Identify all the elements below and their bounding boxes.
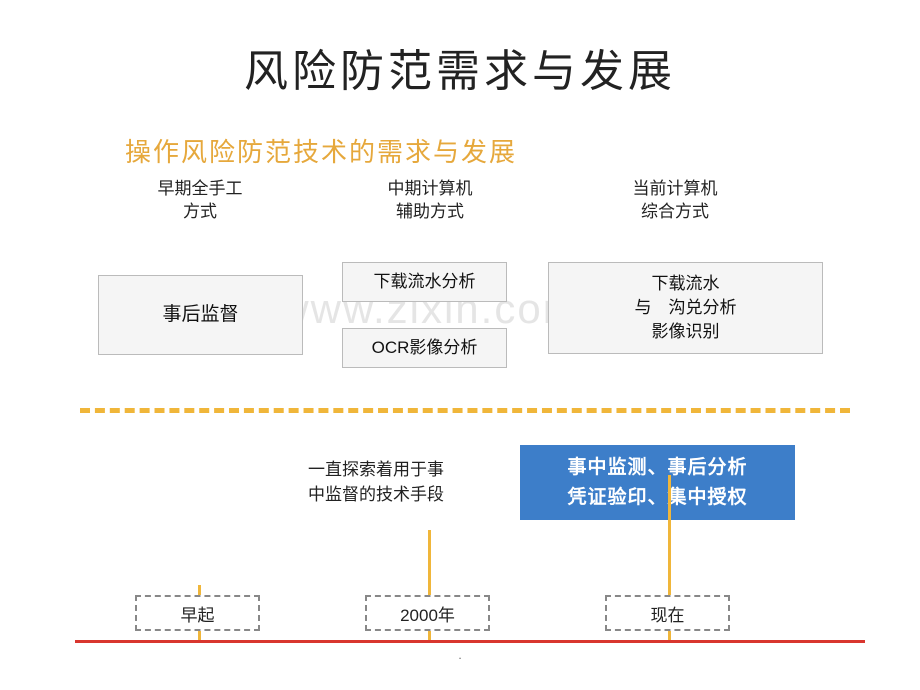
explore-text: 一直探索着用于事中监督的技术手段 xyxy=(308,458,483,507)
blue-summary-box: 事中监测、事后分析凭证验印、集中授权 xyxy=(520,445,795,520)
dashed-divider xyxy=(80,408,850,413)
box-post-supervision: 事后监督 xyxy=(98,275,303,355)
phase-current-label: 当前计算机综合方式 xyxy=(595,178,755,224)
phase-early-label: 早期全手工方式 xyxy=(120,178,280,224)
box-ocr-analysis: OCR影像分析 xyxy=(342,328,507,368)
footer-dot: . xyxy=(0,648,920,662)
box-combined: 下载流水与 沟兑分析影像识别 xyxy=(548,262,823,354)
timeline-now-box: 现在 xyxy=(605,595,730,631)
timeline-red-line xyxy=(75,640,865,643)
box-flow-analysis: 下载流水分析 xyxy=(342,262,507,302)
timeline-early-box: 早起 xyxy=(135,595,260,631)
phase-mid-label: 中期计算机辅助方式 xyxy=(350,178,510,224)
subtitle: 操作风险防范技术的需求与发展 xyxy=(125,132,517,169)
page-title: 风险防范需求与发展 xyxy=(0,35,920,99)
timeline-2000-box: 2000年 xyxy=(365,595,490,631)
